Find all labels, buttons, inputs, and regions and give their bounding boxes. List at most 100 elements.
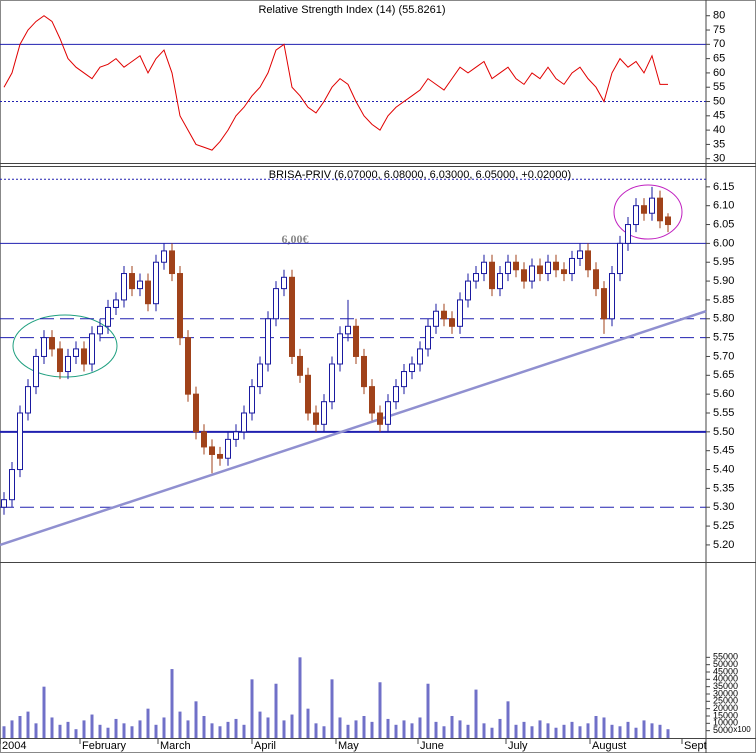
volume-bar [114,718,118,738]
candle-body [273,288,279,320]
volume-bar [2,726,6,738]
candle-body [657,197,663,222]
x-tick-label: April [254,740,276,752]
candle-body [305,374,311,414]
candle-body [353,325,359,357]
candle-body [321,401,327,425]
candle-body [33,355,39,388]
candle-body [257,363,263,388]
y-tick-label: 15000 [713,710,738,720]
candle-body [521,269,527,282]
volume-bar [178,711,182,738]
volume-bar [434,721,438,738]
candle-body [249,386,255,414]
candle-body [513,261,519,271]
volume-bar [474,689,478,738]
volume-bar [74,729,78,738]
y-tick-label: 80 [713,10,725,22]
y-tick-label: 10000 [713,718,738,728]
candle-body [289,276,295,357]
price-annotation: 6,00€ [282,232,309,246]
candle-body [217,453,223,459]
candle-body [465,280,471,301]
volume-bar [658,724,662,738]
candle-body [265,318,271,365]
candle-body [617,242,623,275]
candle-body [497,273,503,290]
volume-bar [26,711,30,738]
candle-body [49,337,55,350]
volume-bar [298,657,302,738]
volume-bar [426,683,430,738]
volume-bar [634,727,638,738]
volume-bar [218,726,222,738]
volume-bar [538,720,542,738]
candle-body [145,280,151,305]
y-tick-label: 30 [713,153,725,165]
candle-body [153,261,159,305]
y-tick-label: 5.20 [713,539,734,551]
y-tick-label: 75 [713,24,725,36]
y-tick-label: 55000 [713,652,738,662]
volume-bar [554,727,558,738]
volume-bar [210,723,214,738]
y-tick-label: 5.80 [713,313,734,325]
volume-bar [10,720,14,738]
x-tick-label: March [160,740,191,752]
y-tick-label: 60 [713,67,725,79]
x-tick-label: 2004 [2,740,26,752]
y-tick-label: 5.70 [713,350,734,362]
candle-body [425,325,431,350]
volume-bar [418,717,422,738]
volume-bar [186,720,190,738]
volume-bar [338,717,342,738]
y-tick-label: 5.75 [713,332,734,344]
volume-bar [322,726,326,738]
y-tick-label: 50000 [713,659,738,669]
volume-bar [506,701,510,738]
y-tick-label: 5000 [713,725,733,735]
y-tick-label: 55 [713,81,725,93]
candle-body [345,325,351,335]
volume-unit: x100 [733,725,751,734]
volume-bar [394,724,398,738]
volume-bar [42,686,46,738]
candle-body [585,250,591,271]
candle-body [121,273,127,301]
candle-body [545,261,551,275]
candle-body [89,333,95,365]
volume-bar [514,724,518,738]
volume-bar [642,720,646,738]
volume-bar [154,724,158,738]
candle-body [665,216,671,226]
candle-body [449,318,455,327]
y-tick-label: 5.25 [713,520,734,532]
x-tick-label: Sept [684,740,707,752]
volume-bar [258,711,262,738]
volume-bar [618,726,622,738]
candle-body [385,401,391,425]
candle-body [57,348,63,373]
volume-bar [138,720,142,738]
y-tick-label: 25000 [713,696,738,706]
x-tick-label: August [592,740,626,752]
y-tick-label: 6.15 [713,181,734,193]
candle-body [25,386,31,414]
candle-body [433,310,439,327]
candle-body [113,299,119,308]
y-tick-label: 6.00 [713,237,734,249]
y-tick-label: 5.55 [713,407,734,419]
volume-bar [586,723,590,738]
volume-bar [650,723,654,738]
candle-body [41,337,47,357]
candle-body [441,310,447,320]
candle-body [313,412,319,425]
x-tick-label: May [338,740,359,752]
candle-body [185,337,191,395]
volume-bar [250,679,254,738]
candle-body [537,265,543,275]
candle-body [393,386,399,403]
